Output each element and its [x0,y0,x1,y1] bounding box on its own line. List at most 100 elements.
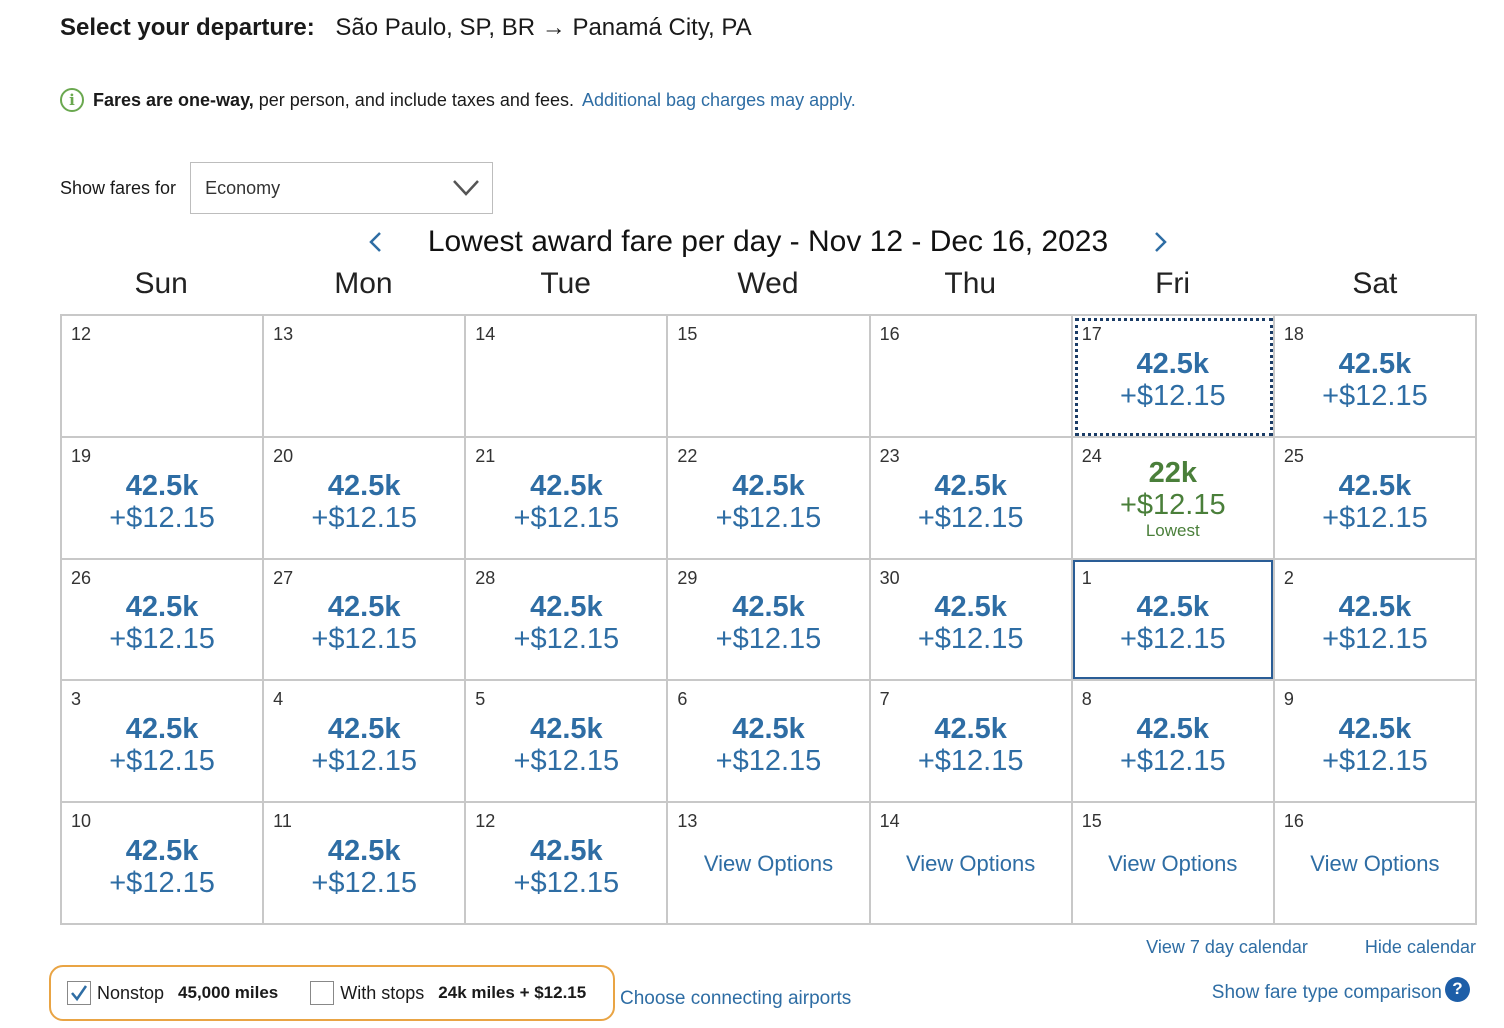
calendar-day-cell[interactable]: 14 View Options [870,803,1073,925]
fare-taxes: +$12.15 [311,867,418,900]
fare-selector-label: Show fares for [60,177,177,198]
day-number: 14 [879,811,900,832]
fare-miles: 42.5k [125,469,199,502]
fare-taxes: +$12.15 [1322,623,1428,656]
calendar-day-cell[interactable]: 9 42.5k +$12.15 [1274,681,1477,804]
day-number: 5 [475,689,486,710]
calendar-day-cell[interactable]: 8 42.5k +$12.15 [1072,681,1275,804]
view-options-link[interactable]: View Options [1108,851,1238,877]
fare-taxes: +$12.15 [1119,379,1226,412]
fare-selector: Show fares for Economy [60,162,494,214]
day-number: 18 [1283,324,1304,344]
bag-charges-link[interactable]: Additional bag charges may apply. [581,89,856,110]
fare-miles: 42.5k [1338,591,1412,624]
notice-strong: Fares are one-way, [93,89,254,110]
calendar-day-cell[interactable]: 1 42.5k +$12.15 [1072,559,1275,682]
help-icon[interactable]: ? [1445,976,1470,1002]
day-number: 12 [475,811,496,832]
nonstop-label: Nonstop [97,982,165,1003]
calendar-day-cell[interactable]: 29 42.5k +$12.15 [668,559,871,682]
fare-taxes: +$12.15 [1322,379,1428,412]
calendar-day-cell[interactable]: 3 42.5k +$12.15 [62,681,265,804]
day-number: 20 [273,445,294,466]
weekday-header: Sun Mon Tue Wed Thu Fri Sat [60,262,1476,306]
calendar-day-cell[interactable]: 17 42.5k +$12.15 [1072,316,1275,438]
view-options-link[interactable]: View Options [703,851,834,877]
calendar-day-cell[interactable]: 28 42.5k +$12.15 [466,559,669,682]
chevron-right-icon[interactable] [1154,231,1168,253]
calendar-day-cell[interactable]: 26 42.5k +$12.15 [62,559,265,682]
calendar-day-cell[interactable]: 2 42.5k +$12.15 [1274,559,1477,682]
calendar-day-cell[interactable]: 19 42.5k +$12.15 [62,437,265,560]
calendar-day-cell[interactable]: 27 42.5k +$12.15 [264,559,467,682]
day-number: 23 [879,445,900,466]
calendar-day-cell[interactable]: 20 42.5k +$12.15 [264,437,467,560]
calendar-day-cell[interactable]: 22 42.5k +$12.15 [668,437,871,560]
choose-connecting-airports-link[interactable]: Choose connecting airports [620,988,852,1009]
day-number: 14 [475,324,496,344]
day-number: 3 [71,689,82,710]
fare-taxes: +$12.15 [1322,501,1428,534]
fare-taxes: +$12.15 [513,867,620,900]
with-stops-label: With stops [340,982,425,1003]
chevron-down-icon [453,180,479,196]
fare-taxes: +$12.15 [109,623,215,656]
calendar-day-cell[interactable]: 16 View Options [1274,803,1477,925]
with-stops-checkbox[interactable] [310,981,335,1005]
fare-taxes: +$12.15 [311,745,418,778]
day-number: 10 [71,811,92,832]
nonstop-filter[interactable]: Nonstop 45,000 miles [67,981,278,1005]
chevron-left-icon[interactable] [368,231,382,253]
calendar-day-cell[interactable]: 4 42.5k +$12.15 [264,681,467,804]
fare-calendar: 12 13 14 15 16 17 42.5k +$12.15 18 42.5k +$12.15 19… [60,314,1477,925]
fare-miles: 42.5k [1338,347,1412,380]
calendar-title: Lowest award fare per day - Nov 12 - Dec… [427,225,1109,258]
day-number: 17 [1081,324,1102,344]
calendar-day-cell[interactable]: 11 42.5k +$12.15 [264,803,467,925]
fare-miles: 42.5k [125,835,199,868]
calendar-day-cell[interactable]: 13 View Options [668,803,871,925]
day-number: 19 [71,445,92,466]
calendar-day-cell[interactable]: 10 42.5k +$12.15 [62,803,265,925]
fare-miles: 42.5k [530,469,603,502]
fare-miles: 42.5k [530,835,603,868]
hide-calendar-link[interactable]: Hide calendar [1364,937,1476,957]
fare-miles: 22k [1148,456,1197,489]
view-options-link[interactable]: View Options [1310,851,1440,877]
route-text: São Paulo, SP, BR → Panamá City, PA [335,14,752,41]
day-number: 24 [1081,445,1102,466]
view-options-link[interactable]: View Options [906,851,1036,877]
calendar-links: View 7 day calendar Hide calendar [1089,937,1476,958]
calendar-day-cell: 15 [668,316,871,438]
fare-taxes: +$12.15 [513,745,620,778]
fare-miles: 42.5k [934,469,1007,502]
fare-taxes: +$12.15 [1119,488,1226,521]
calendar-day-cell[interactable]: 5 42.5k +$12.15 [466,681,669,804]
calendar-day-cell[interactable]: 6 42.5k +$12.15 [668,681,871,804]
fare-taxes: +$12.15 [109,745,215,778]
weekday-label: Wed [737,267,799,300]
day-number: 29 [677,567,698,588]
calendar-day-cell[interactable]: 30 42.5k +$12.15 [870,559,1073,682]
with-stops-filter[interactable]: With stops 24k miles + $12.15 [310,981,586,1005]
cabin-select[interactable]: Economy [190,162,494,214]
day-number: 16 [879,324,900,344]
fare-taxes: +$12.15 [513,623,620,656]
weekday-label: Sat [1352,267,1398,300]
calendar-day-cell[interactable]: 21 42.5k +$12.15 [466,437,669,560]
calendar-day-cell[interactable]: 12 42.5k +$12.15 [466,803,669,925]
calendar-day-cell[interactable]: 24 22k +$12.15 Lowest [1072,437,1275,560]
calendar-day-cell[interactable]: 18 42.5k +$12.15 [1274,316,1477,438]
calendar-day-cell[interactable]: 23 42.5k +$12.15 [870,437,1073,560]
show-fare-type-comparison-link[interactable]: Show fare type comparison [1211,982,1442,1003]
calendar-day-cell[interactable]: 7 42.5k +$12.15 [870,681,1073,804]
view-7-day-calendar-link[interactable]: View 7 day calendar [1146,937,1308,957]
calendar-day-cell[interactable]: 15 View Options [1072,803,1275,925]
nonstop-checkbox[interactable] [67,981,91,1005]
checkmark-icon [71,985,88,1002]
calendar-day-cell[interactable]: 25 42.5k +$12.15 [1274,437,1477,560]
fare-taxes: +$12.15 [311,501,418,534]
fare-miles: 42.5k [934,713,1007,746]
fare-miles: 42.5k [1136,713,1210,746]
day-number: 12 [71,324,92,344]
